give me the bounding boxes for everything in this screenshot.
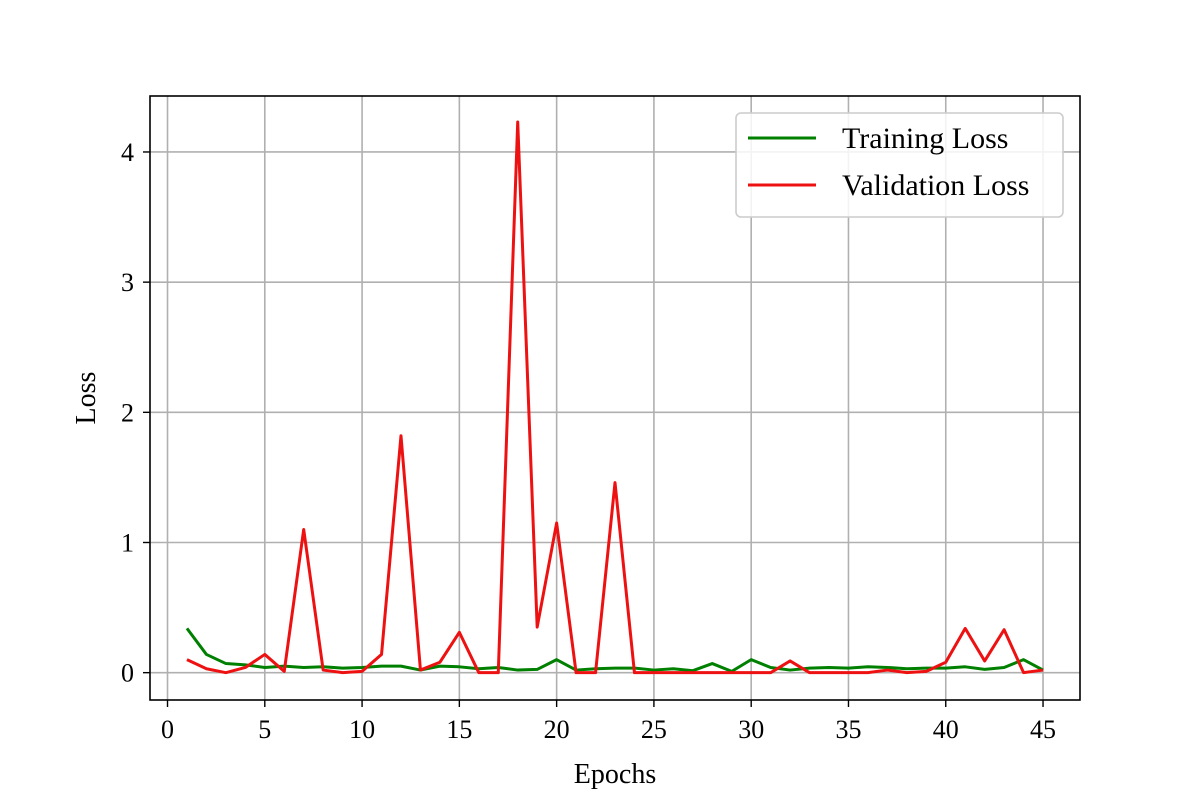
x-axis-label: Epochs [574, 759, 656, 790]
x-tick-label: 0 [161, 715, 174, 744]
legend-box [735, 112, 1064, 218]
series-line-training-loss [185, 627, 1044, 673]
x-tick-label: 20 [544, 715, 570, 744]
y-axis-label: Loss [71, 372, 102, 425]
x-tick-label: 35 [835, 715, 861, 744]
x-tick-label: 5 [258, 715, 271, 744]
series-lines [185, 120, 1044, 675]
legend: Training Loss Validation Loss [735, 112, 1064, 218]
y-tick-label: 2 [121, 398, 134, 427]
axis-ticks: 0 5 10 15 20 25 30 35 40 45 0 1 2 3 4 [121, 138, 1056, 744]
legend-label: Training Loss [842, 122, 1008, 155]
x-tick-label: 40 [933, 715, 959, 744]
y-tick-label: 1 [121, 528, 134, 557]
x-tick-label: 45 [1030, 715, 1056, 744]
x-tick-label: 10 [349, 715, 375, 744]
y-tick-label: 3 [121, 268, 134, 297]
y-tick-label: 0 [121, 659, 134, 688]
legend-label: Validation Loss [842, 169, 1030, 202]
y-tick-label: 4 [121, 138, 134, 167]
series-line-validation-loss [186, 120, 1044, 675]
plot-frame [149, 95, 1081, 701]
x-tick-label: 30 [738, 715, 764, 744]
x-tick-label: 15 [446, 715, 472, 744]
x-tick-label: 25 [641, 715, 667, 744]
